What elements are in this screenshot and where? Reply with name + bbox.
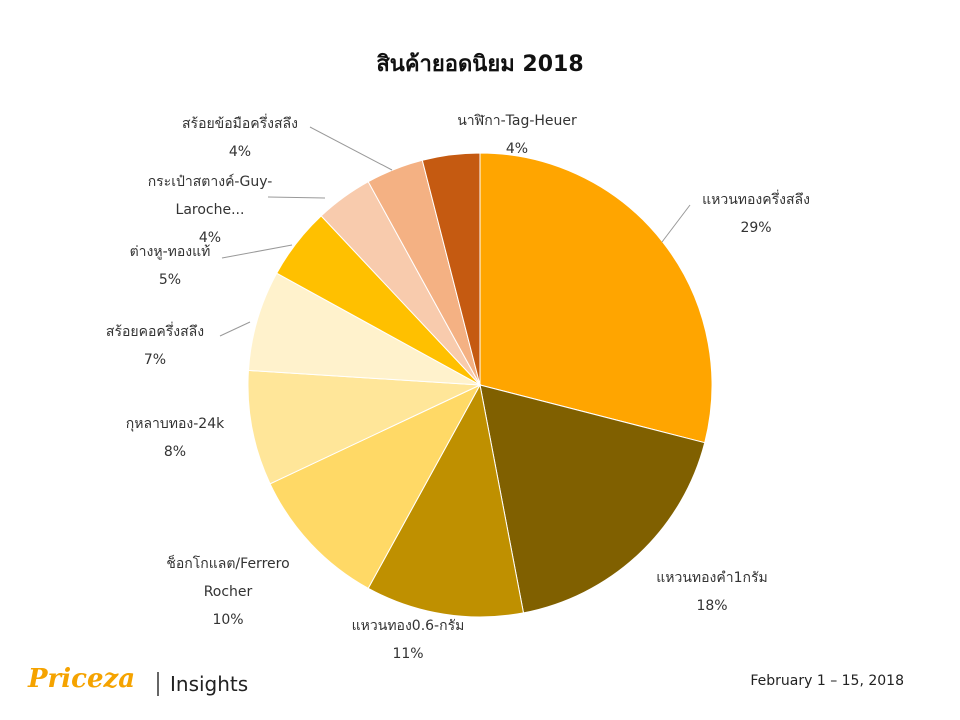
slice-label: ต่างหู-ทองแท้ 5%: [90, 238, 250, 294]
slice-label: ช็อกโกแลต/Ferrero Rocher 10%: [153, 550, 303, 634]
brand: Priceza: [28, 664, 136, 694]
slice-label: กุหลาบทอง-24k 8%: [95, 410, 255, 466]
slice-label: สร้อยคอครึ่งสลึง 7%: [75, 318, 235, 374]
category-label: แหวนทองคำ1กรัม: [656, 570, 768, 586]
category-label: กุหลาบทอง-24k: [125, 416, 225, 432]
pie-slice: [269, 383, 482, 589]
slice-label: กระเป๋าสตางค์-Guy-Laroche... 4%: [130, 168, 290, 252]
category-label: แหวนทอง0.6-กรัม: [351, 618, 465, 634]
section: Insights: [170, 672, 249, 696]
leader-line: [661, 204, 691, 243]
slice-label: สร้อยข้อมือครึ่งสลึง 4%: [155, 110, 325, 166]
value-label: 4%: [228, 144, 252, 160]
category-label: สร้อยคอครึ่งสลึง: [105, 324, 205, 340]
category-label: นาฬิกา-Tag-Heuer: [457, 113, 577, 129]
date: February 1 – 15, 2018: [750, 673, 904, 689]
value-label: 8%: [163, 444, 187, 460]
leader-line: [221, 244, 293, 259]
leader-line: [267, 196, 326, 199]
slice-label: แหวนทองครึ่งสลึง 29%: [676, 186, 836, 242]
value-label: 10%: [212, 612, 244, 628]
leader-line: [219, 321, 251, 337]
value-label: 7%: [143, 352, 167, 368]
leader-line: [309, 126, 393, 171]
pie-slice: [479, 152, 713, 444]
chart-title: สินค้ายอดนิยม 2018: [376, 52, 584, 77]
pie-slice: [247, 369, 481, 485]
value-label: 29%: [740, 220, 772, 236]
value-label: 5%: [158, 272, 182, 288]
category-label: สร้อยข้อมือครึ่งสลึง: [182, 116, 298, 132]
pie-slice: [367, 383, 525, 618]
pie-slice: [479, 384, 706, 614]
value-label: 4%: [505, 141, 529, 157]
slice-label: แหวนทอง0.6-กรัม 11%: [318, 612, 498, 668]
pie-slice: [247, 272, 481, 386]
category-label: ต่างหู-ทองแท้: [129, 244, 211, 260]
value-label: 11%: [392, 646, 424, 662]
value-label: 18%: [696, 598, 728, 614]
slice-label: แหวนทองคำ1กรัม 18%: [632, 564, 792, 620]
slice-label: นาฬิกา-Tag-Heuer 4%: [432, 107, 602, 163]
pie-slice: [421, 152, 481, 386]
category-label: แหวนทองครึ่งสลึง: [702, 192, 810, 208]
category-label: ช็อกโกแลต/Ferrero Rocher: [166, 556, 290, 600]
category-label: กระเป๋าสตางค์-Guy-Laroche...: [147, 174, 273, 218]
value-label: 4%: [198, 230, 222, 246]
